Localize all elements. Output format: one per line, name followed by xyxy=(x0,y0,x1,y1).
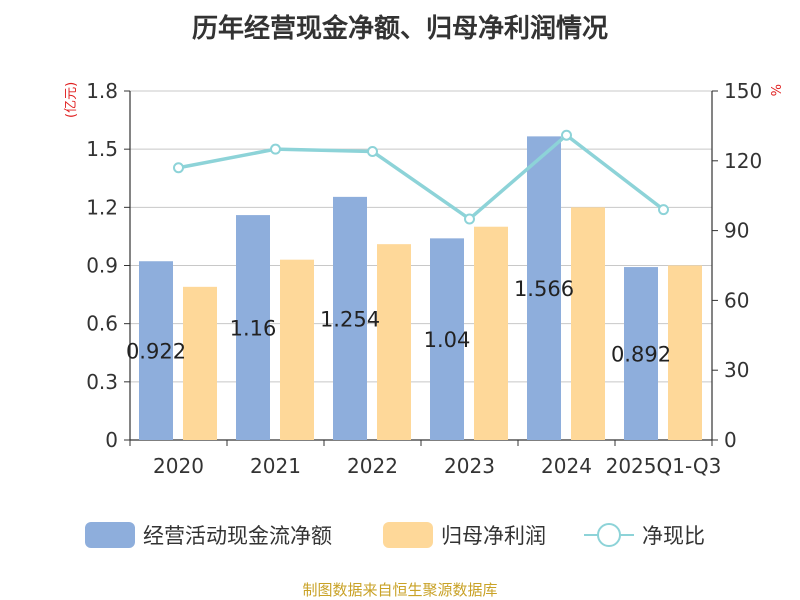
legend-item-operating-cashflow[interactable]: 经营活动现金流净额 xyxy=(85,515,332,555)
left-tick-label: 0 xyxy=(105,428,118,452)
bar-net-profit xyxy=(571,207,605,440)
bar-data-label: 1.566 xyxy=(514,277,574,301)
left-tick-label: 1.8 xyxy=(86,79,118,103)
legend-swatch-operating-cashflow xyxy=(85,522,135,548)
bar-data-label: 0.892 xyxy=(611,343,671,367)
left-tick-label: 1.5 xyxy=(86,137,118,161)
chart-title: 历年经营现金净额、归母净利润情况 xyxy=(191,14,608,44)
right-tick-label: 120 xyxy=(724,149,762,173)
x-tick-label: 2023 xyxy=(444,454,495,478)
bar-operating-cashflow xyxy=(527,136,561,440)
point-cash-ratio xyxy=(270,143,281,155)
legend-item-cash-ratio[interactable]: 净现比 xyxy=(584,515,705,555)
bar-operating-cashflow xyxy=(333,196,367,440)
bar-data-label: 1.16 xyxy=(230,317,277,341)
bar-net-profit xyxy=(183,286,217,440)
point-cash-ratio xyxy=(658,204,669,216)
left-tick-label: 0.3 xyxy=(86,370,118,394)
bar-net-profit xyxy=(280,259,314,440)
bar-operating-cashflow xyxy=(430,238,464,440)
x-tick-label: 2022 xyxy=(347,454,398,478)
point-cash-ratio xyxy=(464,213,475,225)
right-tick-label: 150 xyxy=(724,79,762,103)
right-tick-label: 90 xyxy=(724,219,749,243)
bar-data-label: 1.04 xyxy=(424,328,471,352)
bar-operating-cashflow xyxy=(236,215,270,440)
bar-net-profit xyxy=(377,244,411,440)
x-tick-label: 2021 xyxy=(250,454,301,478)
left-tick-label: 1.2 xyxy=(86,195,118,219)
bar-operating-cashflow xyxy=(139,261,173,440)
left-tick-label: 0.6 xyxy=(86,312,118,336)
bar-operating-cashflow xyxy=(624,267,658,440)
bar-net-profit xyxy=(474,226,508,440)
legend-item-net-profit[interactable]: 归母净利润 xyxy=(383,515,546,555)
legend-label-cash-ratio: 净现比 xyxy=(642,524,705,548)
legend-label-operating-cashflow: 经营活动现金流净额 xyxy=(143,524,332,548)
bar-net-profit xyxy=(668,265,702,440)
legend-swatch-net-profit xyxy=(383,522,433,548)
point-cash-ratio xyxy=(367,145,378,157)
source-note: 制图数据来自恒生聚源数据库 xyxy=(302,581,498,599)
right-tick-label: 0 xyxy=(724,428,737,452)
x-tick-label: 2020 xyxy=(153,454,204,478)
bar-data-label: 1.254 xyxy=(320,307,380,331)
left-tick-label: 0.9 xyxy=(86,254,118,278)
bar-data-label: 0.922 xyxy=(126,340,186,364)
right-tick-label: 60 xyxy=(724,288,749,312)
point-cash-ratio xyxy=(173,162,184,174)
line-cash-ratio xyxy=(178,132,665,222)
x-tick-label: 2024 xyxy=(541,454,592,478)
legend: 经营活动现金流净额 归母净利润 净现比 xyxy=(0,515,800,555)
point-cash-ratio xyxy=(561,129,572,141)
right-tick-label: 30 xyxy=(724,358,749,382)
legend-label-net-profit: 归母净利润 xyxy=(441,524,546,548)
legend-marker-cash-ratio xyxy=(584,522,634,548)
x-tick-label: 2025Q1-Q3 xyxy=(606,454,722,478)
